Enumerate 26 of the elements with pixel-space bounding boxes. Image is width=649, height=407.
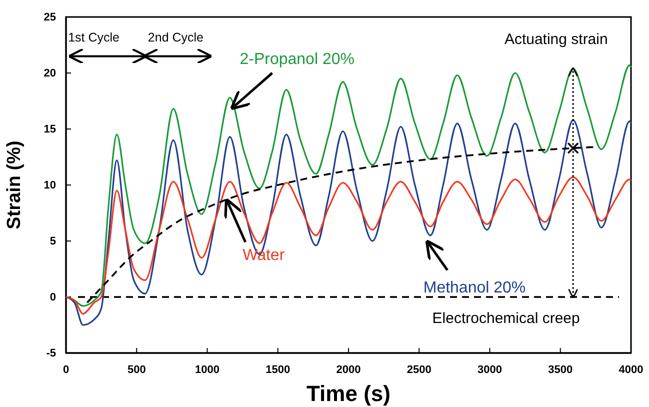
x-tick-label: 3500: [548, 364, 573, 376]
y-axis-title: Strain (%): [4, 140, 25, 230]
y-tick-label: 0: [50, 292, 56, 304]
x-tick-label: 2500: [406, 364, 432, 376]
y-tick-label: 5: [50, 236, 56, 248]
y-tick-label: 25: [44, 12, 56, 24]
x-tick-label: 2000: [336, 364, 361, 376]
text: Methanol 20%: [423, 280, 526, 297]
y-tick-label: 15: [44, 124, 56, 136]
x-tick-label: 4000: [618, 364, 644, 376]
x-axis-title: Time (s): [306, 381, 390, 406]
annotation: Electrochemical creep: [432, 310, 580, 327]
annotation: 2nd Cycle: [148, 30, 204, 45]
annotation: Actuating strain: [504, 30, 608, 48]
series-label: 2-Propanol 20%: [240, 51, 354, 68]
y-tick-label: -5: [46, 348, 56, 360]
x-tick-label: 1500: [266, 364, 290, 376]
annotation: 1st Cycle: [68, 30, 120, 45]
x-tick-label: 500: [127, 364, 146, 376]
line-series: [65, 119, 632, 326]
y-tick-label: 10: [44, 180, 56, 192]
x-tick-label: 1000: [195, 364, 220, 376]
y-tick-label: 20: [44, 68, 56, 80]
x-tick-label: 0: [62, 364, 70, 376]
x-tick-label: 3000: [478, 364, 502, 376]
series-label: Water: [242, 247, 286, 264]
